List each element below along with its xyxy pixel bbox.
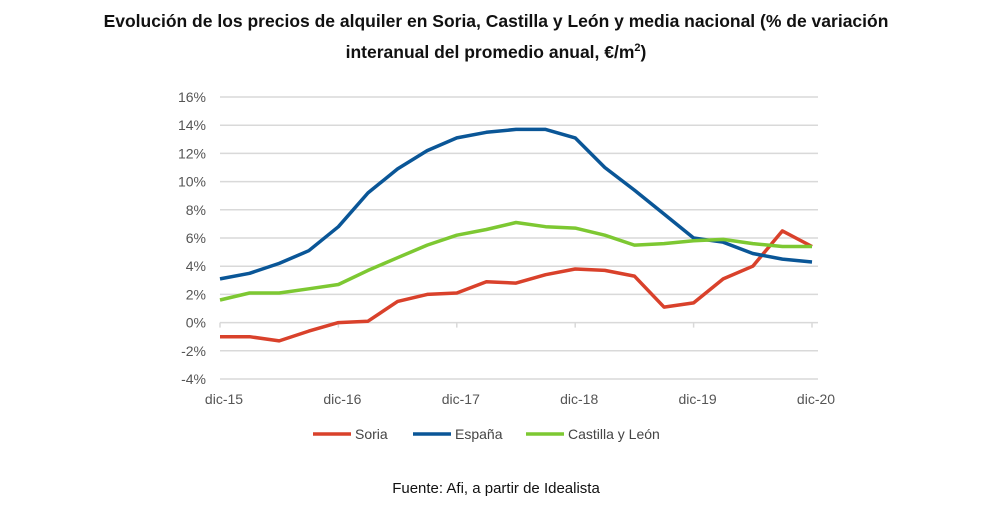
title-line-2: interanual del promedio anual, €/m [345, 41, 635, 62]
y-tick-label: 8% [186, 202, 206, 218]
legend-label: Castilla y León [568, 426, 660, 442]
y-tick-label: 12% [178, 145, 206, 161]
x-tick-label: dic-15 [205, 391, 243, 407]
series-line-españa [219, 127, 813, 281]
title-end: ) [640, 41, 647, 62]
title-superscript: 2 [634, 42, 641, 54]
legend-label: España [455, 426, 503, 442]
title-line-1: Evolución de los precios de alquiler en … [103, 11, 889, 31]
x-tick-label: dic-20 [797, 391, 835, 407]
series-line-castilla-y-león [219, 220, 812, 302]
y-tick-label: 2% [186, 286, 206, 302]
y-tick-label: 6% [186, 230, 206, 246]
y-tick-label: 0% [186, 315, 206, 331]
legend-label: Soria [355, 426, 388, 442]
y-tick-label: 14% [178, 117, 206, 133]
y-tick-label: -4% [181, 371, 206, 387]
y-tick-label: 4% [186, 258, 206, 274]
chart-title: Evolución de los precios de alquiler en … [0, 8, 992, 66]
x-tick-label: dic-17 [442, 391, 480, 407]
series-line-soria [220, 229, 813, 343]
x-tick-label: dic-18 [560, 391, 598, 407]
y-tick-label: 16% [178, 89, 206, 105]
y-tick-label: -2% [181, 343, 206, 359]
y-tick-label: 10% [178, 174, 206, 190]
x-tick-label: dic-16 [323, 391, 361, 407]
x-tick-label: dic-19 [679, 391, 717, 407]
source-note: Fuente: Afi, a partir de Idealista [392, 480, 600, 497]
